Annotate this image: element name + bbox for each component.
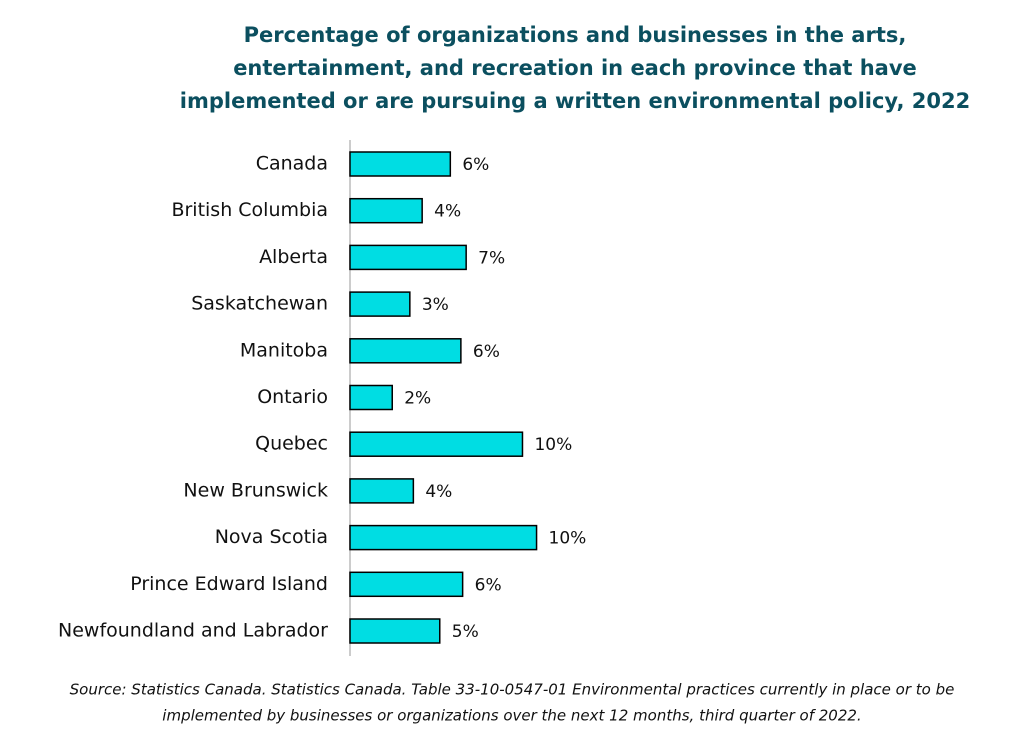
bar — [349, 338, 462, 364]
bar — [349, 291, 411, 317]
bar — [349, 431, 524, 457]
bar — [349, 618, 441, 644]
data-label: 6% — [473, 342, 500, 362]
chart-title: entertainment, and recreation in each pr… — [233, 56, 917, 80]
y-tick-label: Ontario — [257, 386, 328, 408]
chart-title: implemented or are pursuing a written en… — [180, 89, 970, 113]
bar — [349, 571, 464, 598]
y-tick-label: Canada — [256, 153, 328, 175]
y-tick-label: New Brunswick — [183, 479, 328, 501]
y-tick-label: Saskatchewan — [191, 293, 328, 315]
chart-title: Percentage of organizations and business… — [244, 23, 907, 47]
data-label: 7% — [478, 248, 505, 268]
data-label: 3% — [422, 295, 449, 315]
source-note: Source: Statistics Canada. Statistics Ca… — [70, 681, 955, 699]
data-label: 6% — [475, 575, 502, 595]
bar — [349, 384, 393, 411]
data-label: 10% — [534, 435, 572, 455]
data-label: 4% — [425, 482, 452, 502]
y-tick-label: British Columbia — [171, 199, 328, 221]
data-label: 4% — [434, 202, 461, 222]
source-note: implemented by businesses or organizatio… — [162, 707, 861, 725]
bar — [349, 244, 467, 271]
y-tick-label: Prince Edward Island — [130, 573, 328, 595]
data-label: 6% — [462, 155, 489, 175]
bar — [349, 197, 423, 224]
data-label: 2% — [404, 389, 431, 409]
y-tick-label: Alberta — [259, 246, 328, 268]
bar — [349, 151, 452, 177]
bar — [349, 478, 415, 504]
y-tick-label: Newfoundland and Labrador — [58, 620, 328, 642]
bar — [349, 524, 538, 551]
data-label: 10% — [549, 529, 587, 549]
data-label: 5% — [452, 622, 479, 642]
y-tick-label: Nova Scotia — [215, 526, 328, 548]
y-tick-label: Manitoba — [240, 339, 328, 361]
y-tick-label: Quebec — [255, 433, 328, 455]
